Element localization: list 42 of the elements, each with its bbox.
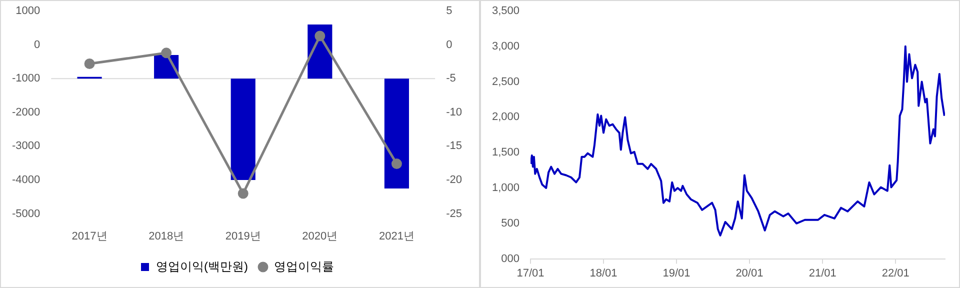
y-tick-label: -1000 (12, 72, 40, 85)
y-tick-label: 1,500 (492, 146, 520, 159)
y-tick-label: 3,000 (492, 40, 520, 52)
y-tick-label: -5000 (12, 208, 40, 220)
x-tick-label: 2021년 (378, 230, 414, 242)
x-tick-label: 19/01 (662, 267, 690, 280)
y-tick-label: 000 (501, 252, 520, 265)
y-tick-label: -3000 (12, 140, 40, 152)
y-tick-label: 1000 (16, 5, 40, 18)
y-tick-label: 1,000 (492, 182, 520, 194)
y-tick-label: 2,500 (492, 76, 520, 88)
y2-tick-label: -20 (446, 174, 462, 186)
y-tick-label: 2,000 (492, 111, 520, 124)
point (161, 48, 172, 58)
x-tick-label: 20/01 (736, 267, 764, 280)
x-tick-label: 2017년 (72, 230, 108, 242)
bar (230, 78, 256, 180)
y2-tick-label: -25 (446, 208, 462, 220)
point (314, 30, 326, 42)
y-tick-label: 0 (34, 38, 40, 51)
y-tick-label: 3,500 (492, 5, 520, 18)
x-tick-label: 21/01 (808, 267, 836, 280)
y2-tick-label: 0 (446, 38, 452, 51)
y2-tick-label: 5 (446, 5, 452, 18)
point (391, 158, 402, 170)
y2-tick-label: -5 (446, 72, 456, 85)
y-tick-label: -4000 (12, 174, 40, 186)
legend-label: 영업이익률 (274, 259, 334, 274)
x-tick-label: 22/01 (882, 267, 910, 280)
legend-label: 영업이익(백만원) (156, 259, 248, 274)
x-tick-label: 2018년 (148, 230, 184, 242)
x-tick-label: 18/01 (590, 267, 618, 280)
y2-tick-label: -10 (446, 106, 462, 118)
y-tick-label: 500 (501, 217, 520, 230)
point (238, 188, 248, 199)
x-tick-label: 2019년 (225, 230, 261, 242)
x-tick-label: 2020년 (302, 230, 338, 242)
y-tick-label: -2000 (12, 106, 40, 118)
y2-tick-label: -15 (446, 140, 462, 152)
x-tick-label: 17/01 (516, 267, 544, 280)
point (84, 58, 95, 69)
bar (384, 78, 409, 188)
